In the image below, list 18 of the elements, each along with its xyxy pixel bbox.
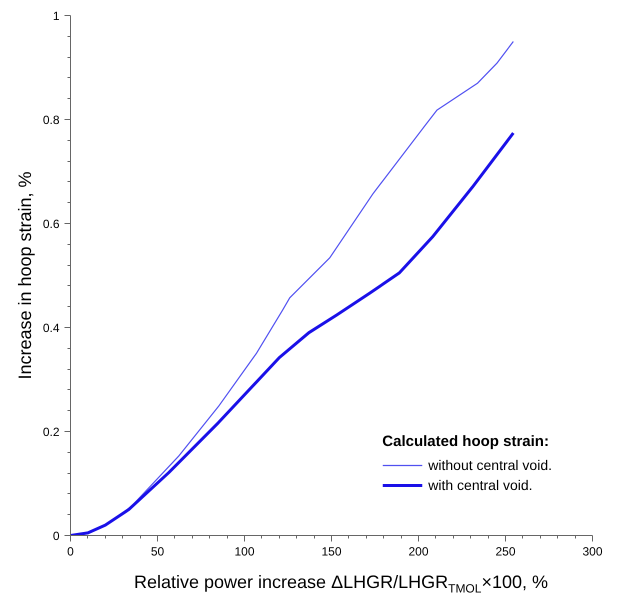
y-axis-title: Increase in hoop strain, % — [14, 171, 35, 380]
x-tick-label: 300 — [582, 544, 603, 558]
y-tick-label: 0.2 — [42, 425, 60, 439]
legend-title: Calculated hoop strain: — [382, 433, 550, 450]
y-tick-label: 0.6 — [42, 217, 60, 231]
y-tick-label: 0.4 — [42, 321, 60, 335]
y-tick-label: 0.8 — [42, 113, 60, 127]
x-tick-label: 200 — [408, 544, 429, 558]
legend-label: with central void. — [428, 477, 533, 493]
x-tick-label: 50 — [150, 544, 164, 558]
x-tick-label: 0 — [67, 544, 74, 558]
x-axis-title: Relative power increase ΔLHGR/LHGR$_{TMOL}$×100, % — [134, 571, 548, 598]
x-tick-label: 250 — [495, 544, 516, 558]
x-tick-label: 100 — [234, 544, 255, 558]
legend-label: without central void. — [428, 457, 552, 473]
x-tick-label: 150 — [321, 544, 342, 558]
y-tick-label: 1 — [52, 9, 60, 23]
y-tick-label: 0 — [52, 529, 60, 543]
